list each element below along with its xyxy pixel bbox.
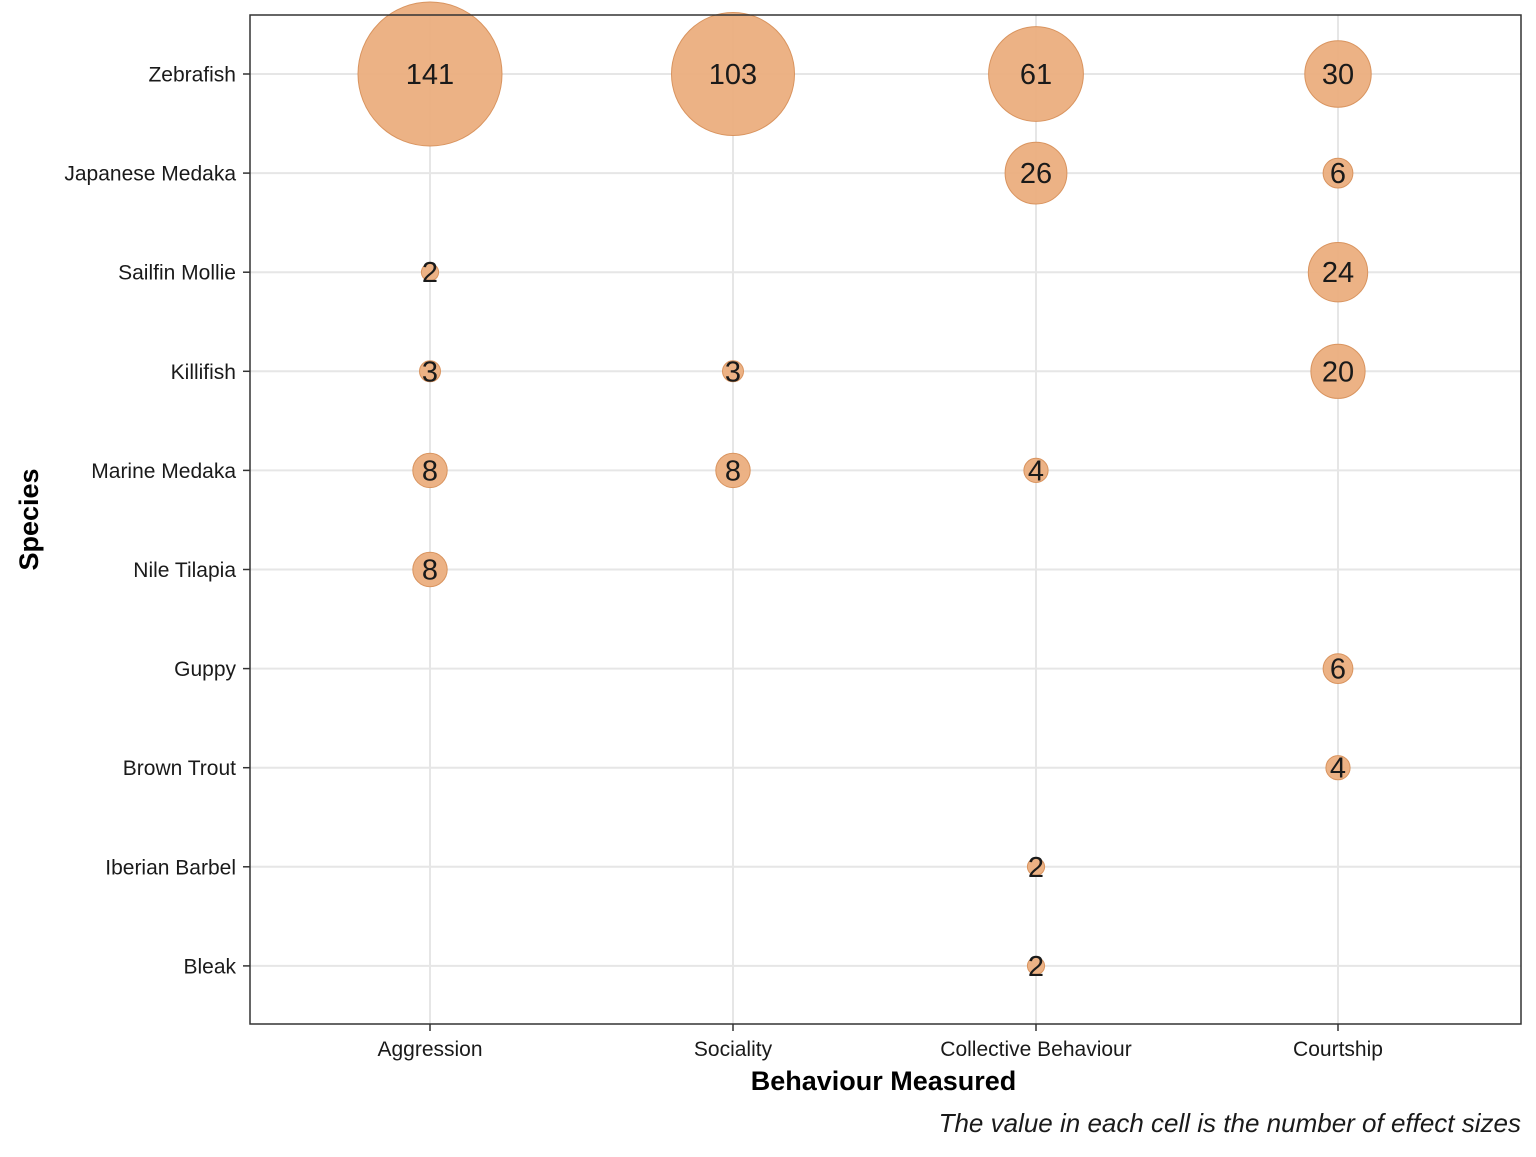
bubble	[1325, 755, 1351, 781]
x-tick-label: Aggression	[377, 1038, 482, 1061]
y-tick-label: Japanese Medaka	[64, 163, 236, 186]
y-tick-label: Zebrafish	[148, 64, 236, 87]
x-tick-label: Courtship	[1293, 1038, 1383, 1061]
bubble-value-label: 8	[725, 455, 741, 487]
bubble	[412, 452, 448, 489]
bubble	[722, 360, 744, 383]
y-tick-label: Sailfin Mollie	[118, 262, 236, 285]
bubble	[412, 551, 448, 588]
bubble-value-label: 2	[1028, 852, 1044, 884]
bubble	[1023, 457, 1049, 483]
bubble-layer: 141 103 61 30 26 6 2 24 3 3 20 8 8 4 8 6 4 2 2	[357, 1, 1372, 983]
bubble-value-label: 8	[422, 555, 438, 587]
bubble-value-label: 8	[422, 455, 438, 487]
bubble	[988, 26, 1084, 122]
bubble-value-label: 103	[709, 59, 757, 91]
bubble	[1322, 653, 1354, 684]
bubble-value-label: 20	[1322, 356, 1354, 388]
bubble	[1322, 157, 1354, 189]
y-tick-label: Bleak	[183, 955, 236, 978]
bubble	[420, 263, 440, 282]
bubble	[419, 360, 441, 383]
x-tick-label: Collective Behaviour	[940, 1038, 1131, 1061]
bubble-value-label: 26	[1020, 158, 1052, 190]
bubble-value-label: 4	[1028, 455, 1044, 487]
bubble	[1307, 242, 1369, 303]
x-axis-title: Behaviour Measured	[751, 1066, 1017, 1096]
bubble	[1026, 857, 1046, 876]
y-tick-label: Killifish	[171, 361, 236, 384]
bubble	[1304, 40, 1372, 108]
y-tick-label: Brown Trout	[123, 757, 236, 780]
bubble-value-label: 24	[1322, 257, 1354, 289]
bubble-value-label: 61	[1020, 59, 1052, 91]
bubble-value-label: 6	[1330, 158, 1346, 190]
bubble	[715, 452, 751, 489]
chart-caption: The value in each cell is the number of …	[939, 1108, 1521, 1138]
bubble-value-label: 6	[1330, 654, 1346, 686]
bubble-value-label: 3	[725, 356, 741, 388]
bubble	[357, 1, 503, 147]
bubble-value-label: 2	[422, 257, 438, 289]
y-tick-label: Iberian Barbel	[105, 856, 236, 879]
bubble-value-label: 2	[1028, 951, 1044, 983]
y-tick-label: Marine Medaka	[91, 460, 236, 483]
y-axis-title: Species	[14, 468, 44, 570]
tick-layer: Aggression Sociality Collective Behaviour C…	[64, 64, 1383, 1062]
bubble-value-label: 30	[1322, 59, 1354, 91]
y-tick-label: Guppy	[174, 658, 236, 681]
plot-panel-border	[249, 14, 1522, 1025]
y-tick-label: Nile Tilapia	[133, 559, 236, 582]
bubble	[1310, 343, 1366, 399]
bubble	[671, 12, 795, 136]
bubble-value-label: 4	[1330, 753, 1346, 785]
bubble-value-label: 3	[422, 356, 438, 388]
x-tick-label: Sociality	[694, 1038, 773, 1061]
bubble	[1004, 141, 1068, 205]
bubble-value-label: 141	[406, 59, 454, 91]
bubble	[1026, 956, 1046, 976]
